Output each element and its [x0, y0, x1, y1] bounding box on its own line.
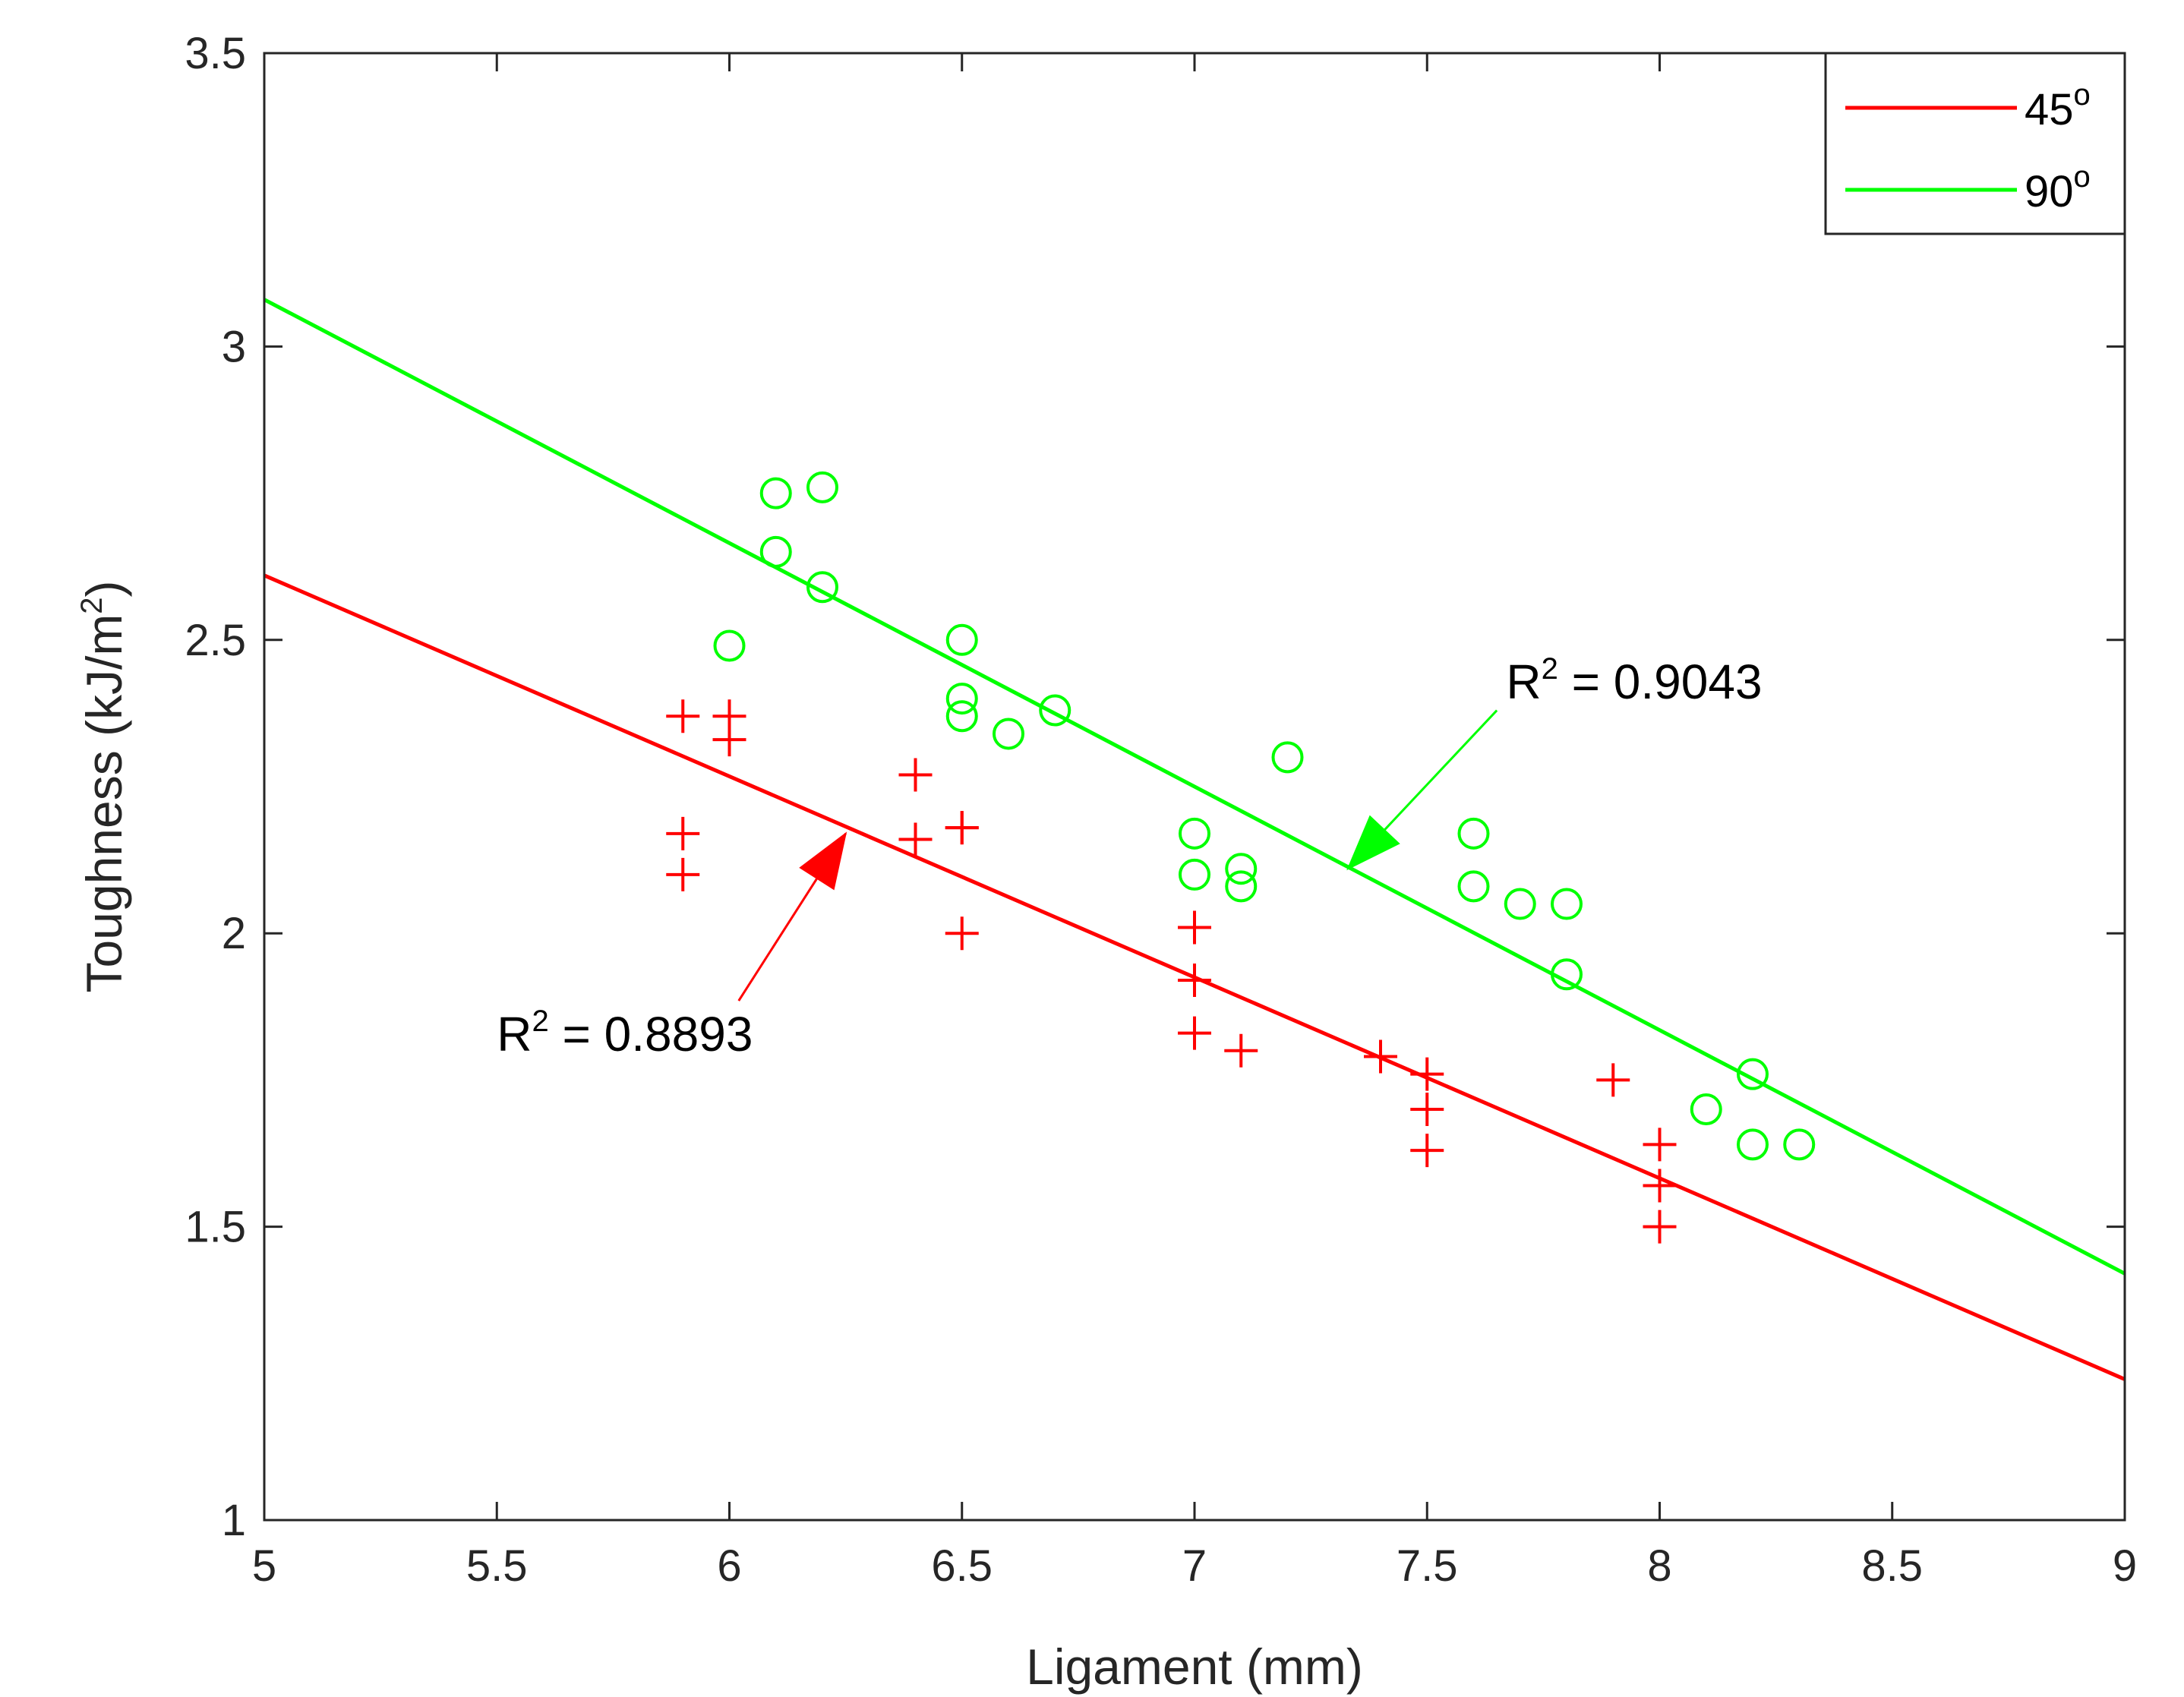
point-circle — [1737, 1128, 1769, 1161]
point-circle — [945, 700, 978, 733]
point-plus — [1643, 1169, 1677, 1203]
r2-label-45: R2 = 0.8893 — [497, 1005, 753, 1061]
y-tick-label: 1 — [222, 1496, 246, 1545]
point-circle — [945, 683, 978, 715]
point-circle — [1225, 870, 1258, 903]
legend-label-value: 45 — [2025, 85, 2074, 134]
point-circle — [1690, 1093, 1722, 1126]
r2-value: = 0.8893 — [549, 1007, 753, 1061]
y-axis-title-main: Toughness (kJ/m — [76, 614, 132, 993]
legend-box — [1824, 52, 2126, 235]
r2-label-90: R2 = 0.9043 — [1506, 652, 1762, 709]
x-tick-label: 8.5 — [1861, 1541, 1923, 1591]
y-tick-label: 1.5 — [185, 1203, 246, 1252]
point-circle — [1271, 741, 1304, 774]
point-circle — [945, 623, 978, 656]
x-tick-label: 8 — [1647, 1541, 1671, 1591]
legend-label-45: 45o — [2025, 78, 2091, 134]
point-plus — [898, 758, 933, 792]
x-tick-label: 7 — [1182, 1541, 1207, 1591]
point-circle — [1179, 858, 1210, 891]
point-circle — [1457, 817, 1490, 850]
legend-label-value: 90 — [2025, 167, 2074, 216]
x-tick-label: 5.5 — [466, 1541, 528, 1591]
axis-ticks — [263, 52, 2126, 1522]
point-circle — [1504, 888, 1536, 920]
point-circle — [993, 718, 1024, 750]
point-circle — [1783, 1128, 1816, 1161]
point-plus — [1178, 910, 1211, 945]
point-plus — [1364, 1039, 1397, 1074]
y-axis-title-end: ) — [76, 580, 132, 597]
annotation-arrow-head — [1346, 815, 1400, 871]
point-plus — [1643, 1210, 1677, 1244]
point-circle — [806, 571, 838, 604]
point-plus — [945, 811, 979, 845]
point-plus — [945, 916, 979, 951]
point-circle — [806, 471, 838, 503]
x-axis-title: Ligament (mm) — [1026, 1639, 1363, 1695]
r2-superscript: 2 — [532, 1005, 548, 1038]
point-circle — [1457, 870, 1490, 903]
point-plus — [1178, 964, 1211, 998]
y-tick-label: 2.5 — [185, 616, 246, 665]
x-tick-label: 9 — [2113, 1541, 2137, 1591]
axis-tick-labels: 5 5.5 6 6.5 7 7.5 8 8.5 9 1 1.5 2 2.5 3 3.5 — [185, 29, 2137, 1591]
point-plus — [1224, 1033, 1258, 1068]
r2-superscript: 2 — [1542, 652, 1558, 686]
point-circle — [1737, 1058, 1769, 1090]
point-circle — [1551, 888, 1583, 920]
point-circle — [1225, 853, 1258, 885]
y-axis-title-superscript: 2 — [75, 597, 109, 614]
x-tick-label: 7.5 — [1397, 1541, 1458, 1591]
legend-label-90: 90o — [2025, 160, 2091, 216]
point-circle — [759, 477, 792, 509]
point-circle — [1039, 694, 1071, 727]
point-plus — [1596, 1063, 1630, 1097]
point-plus — [666, 816, 700, 850]
point-plus — [666, 857, 700, 891]
point-plus — [898, 822, 933, 856]
legend-label-degree: o — [2074, 160, 2091, 194]
point-circle — [1179, 817, 1210, 850]
point-circle — [1551, 958, 1583, 991]
x-tick-label: 5 — [252, 1541, 276, 1591]
r2-value: = 0.9043 — [1558, 655, 1763, 709]
point-plus — [1410, 1057, 1444, 1091]
point-circle — [713, 629, 746, 662]
r2-symbol: R — [1506, 655, 1541, 709]
y-tick-label: 2 — [222, 909, 246, 958]
point-circle — [759, 535, 792, 568]
point-plus — [1410, 1093, 1444, 1127]
legend-label-degree: o — [2074, 78, 2091, 112]
point-plus — [1410, 1134, 1444, 1168]
x-tick-label: 6.5 — [931, 1541, 993, 1591]
fit-line-90 — [263, 298, 2126, 1276]
r2-symbol: R — [497, 1007, 532, 1061]
annotation-arrow-head — [799, 831, 847, 891]
y-tick-label: 3 — [222, 322, 246, 371]
point-plus — [1178, 1016, 1211, 1050]
point-plus — [666, 699, 700, 733]
y-axis-title: Toughness (kJ/m2) — [75, 580, 132, 992]
y-tick-label: 3.5 — [185, 29, 246, 78]
data-points — [666, 471, 1816, 1244]
point-plus — [1643, 1128, 1677, 1162]
point-plus — [712, 723, 746, 757]
x-tick-label: 6 — [717, 1541, 741, 1591]
